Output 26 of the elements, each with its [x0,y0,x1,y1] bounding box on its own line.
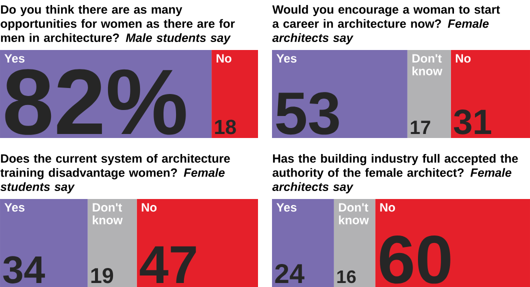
chart-title: Does the current system of architecture training disadvantage women? Female students say [0,154,230,194]
data-label: 82% [5,69,186,135]
series-label: Yes [276,203,296,212]
series-label: No [216,54,232,63]
chart-title: Would you encourage a woman to start a career in architecture now? Female architects say [272,4,500,44]
chart-title: Has the building industry full accepted the authority of the female architect? Female architects say [272,154,518,194]
data-label: 47 [140,246,196,283]
data-label: 24 [275,264,304,283]
data-label: 18 [215,120,236,134]
data-label: 16 [337,270,356,284]
series-label: Yes [4,203,24,212]
data-label: 17 [410,120,430,134]
chart-title: Do you think there are as many opportunities for women as there are for men in architecture? Male students say [0,4,235,44]
series-label: Don't know [338,203,369,224]
series-label: Yes [276,54,296,63]
data-label: 53 [276,92,339,135]
series-label: Yes [4,54,24,63]
series-label: No [456,54,471,63]
data-label: 19 [91,268,114,284]
series-label: Don't know [412,54,442,76]
data-label: 60 [380,236,450,284]
series-label: No [142,203,157,212]
data-label: 31 [454,110,492,134]
data-label: 34 [3,256,45,284]
series-label: No [380,203,395,212]
series-label: Don't know [92,203,123,224]
